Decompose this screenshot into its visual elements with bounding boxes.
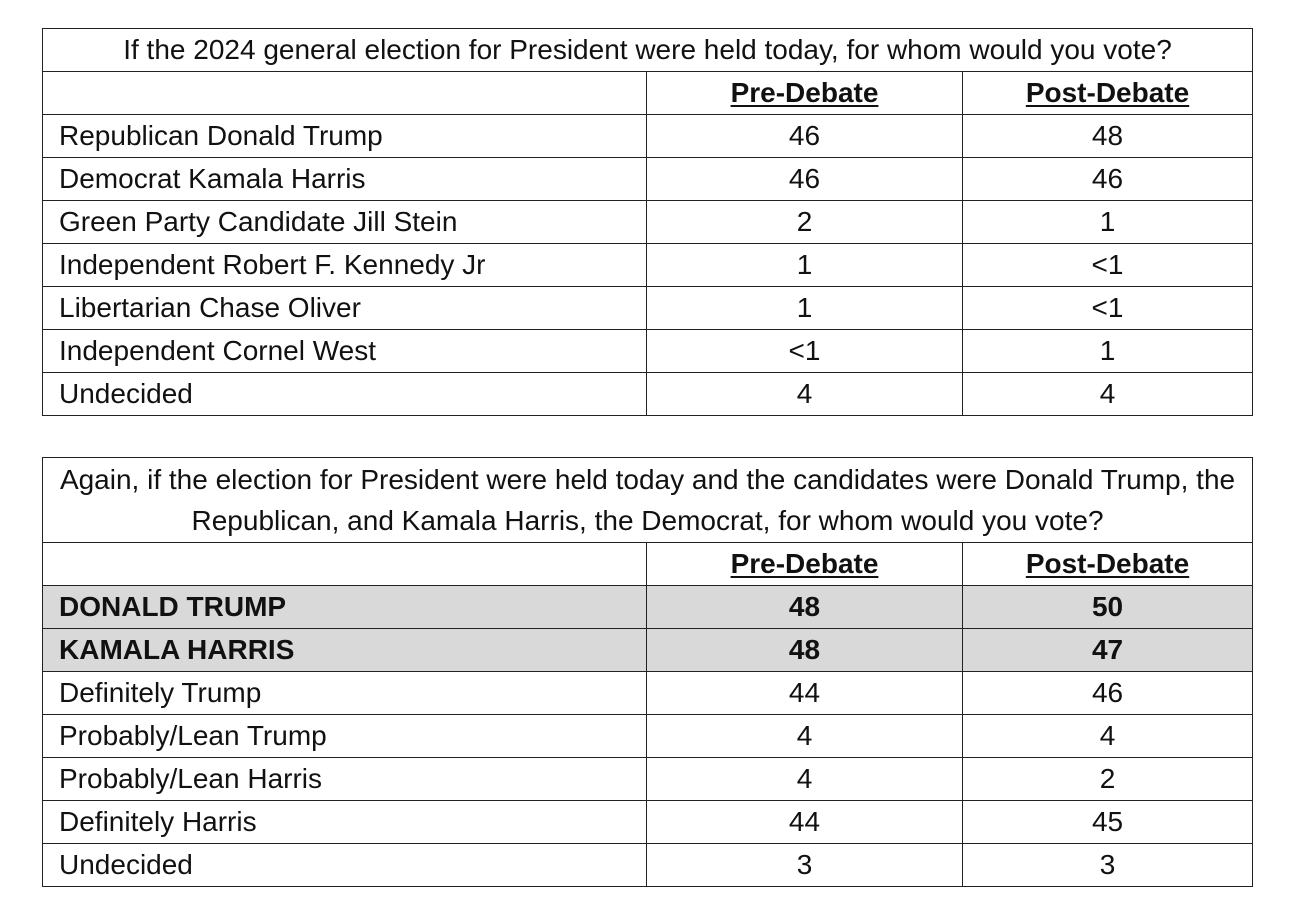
table-row: Undecided 4 4 <box>42 372 1254 416</box>
row-label: Republican Donald Trump <box>42 114 647 158</box>
table-row: Definitely Harris 44 45 <box>42 800 1254 844</box>
pre-debate-value: 46 <box>646 114 963 158</box>
header-pre-debate: Pre-Debate <box>646 71 963 115</box>
poll-table-general-election: If the 2024 general election for Preside… <box>41 28 1254 416</box>
post-debate-value: 3 <box>961 843 1254 887</box>
header-blank <box>42 542 647 586</box>
header-post-debate: Post-Debate <box>961 71 1254 115</box>
pre-debate-value: <1 <box>646 329 963 373</box>
poll-table-head-to-head: Again, if the election for President wer… <box>41 457 1254 887</box>
post-debate-value: 46 <box>961 671 1254 715</box>
row-label: Probably/Lean Trump <box>42 714 647 758</box>
row-label: Independent Robert F. Kennedy Jr <box>42 243 647 287</box>
pre-debate-value: 4 <box>646 714 963 758</box>
pre-debate-value: 3 <box>646 843 963 887</box>
row-label: Democrat Kamala Harris <box>42 157 647 201</box>
table-row: Undecided 3 3 <box>42 843 1254 887</box>
row-label: Undecided <box>42 372 647 416</box>
post-debate-value: 4 <box>961 714 1254 758</box>
row-label: Libertarian Chase Oliver <box>42 286 647 330</box>
post-debate-value: 2 <box>961 757 1254 801</box>
table-row: Independent Cornel West <1 1 <box>42 329 1254 373</box>
pre-debate-value: 1 <box>646 243 963 287</box>
question-text: If the 2024 general election for Preside… <box>41 28 1254 72</box>
post-debate-value: <1 <box>961 286 1254 330</box>
header-pre-debate: Pre-Debate <box>646 542 963 586</box>
column-header-row: Pre-Debate Post-Debate <box>42 542 1254 586</box>
pre-debate-value: 44 <box>646 671 963 715</box>
post-debate-value: 48 <box>961 114 1254 158</box>
column-header-row: Pre-Debate Post-Debate <box>42 71 1254 115</box>
question-row: If the 2024 general election for Preside… <box>41 28 1254 72</box>
post-debate-value: 45 <box>961 800 1254 844</box>
table-row: Republican Donald Trump 46 48 <box>42 114 1254 158</box>
table-row: Definitely Trump 44 46 <box>42 671 1254 715</box>
post-debate-value: <1 <box>961 243 1254 287</box>
row-label: Green Party Candidate Jill Stein <box>42 200 647 244</box>
row-label: KAMALA HARRIS <box>42 628 647 672</box>
pre-debate-value: 4 <box>646 372 963 416</box>
table-row: Probably/Lean Trump 4 4 <box>42 714 1254 758</box>
pre-debate-value: 4 <box>646 757 963 801</box>
table-row: Probably/Lean Harris 4 2 <box>42 757 1254 801</box>
table-row: Libertarian Chase Oliver 1 <1 <box>42 286 1254 330</box>
row-label: Definitely Harris <box>42 800 647 844</box>
pre-debate-value: 48 <box>646 628 963 672</box>
pre-debate-value: 2 <box>646 200 963 244</box>
table-row: Green Party Candidate Jill Stein 2 1 <box>42 200 1254 244</box>
post-debate-value: 46 <box>961 157 1254 201</box>
post-debate-value: 1 <box>961 200 1254 244</box>
header-post-debate: Post-Debate <box>961 542 1254 586</box>
question-text: Again, if the election for President wer… <box>41 457 1254 543</box>
post-debate-value: 47 <box>961 628 1254 672</box>
row-label: Definitely Trump <box>42 671 647 715</box>
question-row: Again, if the election for President wer… <box>41 457 1254 543</box>
table-row-highlighted: DONALD TRUMP 48 50 <box>42 585 1254 629</box>
pre-debate-value: 46 <box>646 157 963 201</box>
row-label: Independent Cornel West <box>42 329 647 373</box>
post-debate-value: 4 <box>961 372 1254 416</box>
pre-debate-value: 48 <box>646 585 963 629</box>
header-blank <box>42 71 647 115</box>
post-debate-value: 50 <box>961 585 1254 629</box>
row-label: DONALD TRUMP <box>42 585 647 629</box>
table-row: Democrat Kamala Harris 46 46 <box>42 157 1254 201</box>
row-label: Probably/Lean Harris <box>42 757 647 801</box>
table-row-highlighted: KAMALA HARRIS 48 47 <box>42 628 1254 672</box>
post-debate-value: 1 <box>961 329 1254 373</box>
table-row: Independent Robert F. Kennedy Jr 1 <1 <box>42 243 1254 287</box>
row-label: Undecided <box>42 843 647 887</box>
pre-debate-value: 1 <box>646 286 963 330</box>
pre-debate-value: 44 <box>646 800 963 844</box>
